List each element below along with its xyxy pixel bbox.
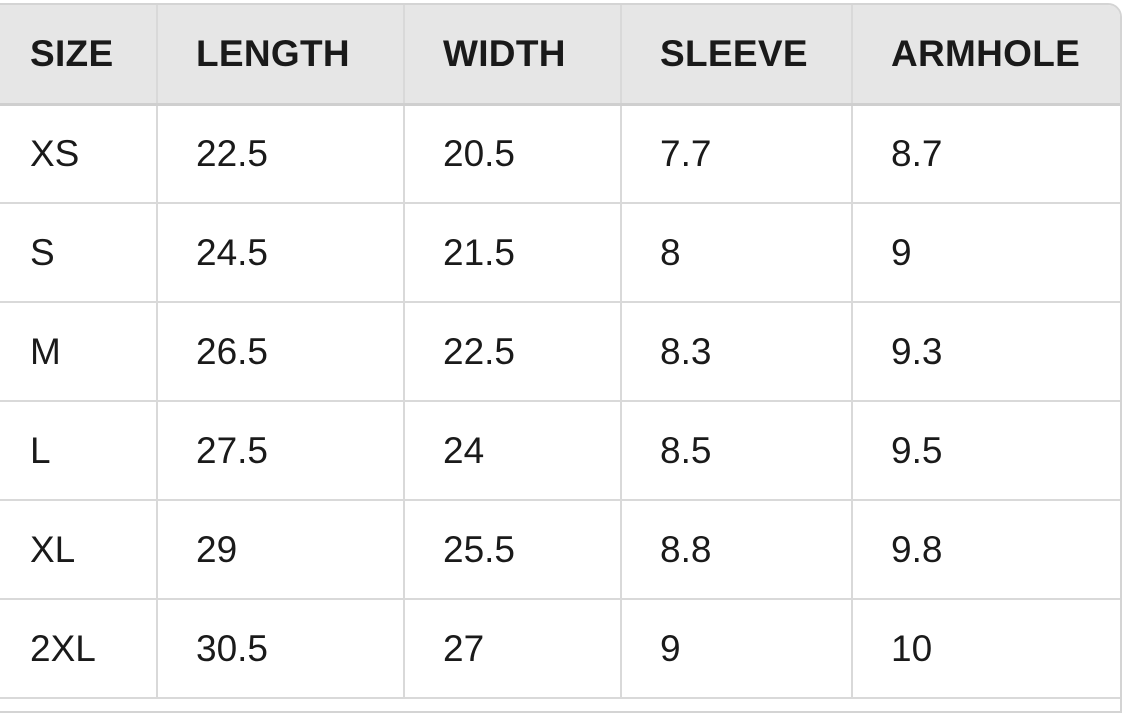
measurement-cell: 9.5	[852, 401, 1120, 501]
measurement-cell: 7.7	[621, 104, 853, 204]
measurement-cell: 9	[852, 203, 1120, 303]
table-row: L 27.5 24 8.5 9.5	[0, 401, 1120, 501]
header-cell: ARMHOLE	[852, 5, 1120, 106]
measurement-cell: 22.5	[404, 302, 622, 402]
measurement-cell: 8.8	[621, 500, 853, 600]
measurement-cell: 8	[621, 203, 853, 303]
table-body: XS 22.5 20.5 7.7 8.7 S 24.5 21.5 8 9 M 26.5 22.5 8.3 9…	[0, 104, 1120, 699]
header-cell: SLEEVE	[621, 5, 853, 106]
measurement-cell: 22.5	[157, 104, 405, 204]
measurement-cell: 9	[621, 599, 853, 699]
table-row: XL 29 25.5 8.8 9.8	[0, 500, 1120, 600]
measurement-cell: 26.5	[157, 302, 405, 402]
table-header: SIZE LENGTH WIDTH SLEEVE ARMHOLE	[0, 5, 1120, 106]
table-row: 2XL 30.5 27 9 10	[0, 599, 1120, 699]
measurement-cell: 8.3	[621, 302, 853, 402]
measurement-cell: 29	[157, 500, 405, 600]
measurement-cell: 9.3	[852, 302, 1120, 402]
measurement-cell: 8.5	[621, 401, 853, 501]
size-cell: XS	[0, 104, 158, 204]
size-cell: S	[0, 203, 158, 303]
measurement-cell: 8.7	[852, 104, 1120, 204]
measurement-cell: 9.8	[852, 500, 1120, 600]
measurement-cell: 27.5	[157, 401, 405, 501]
size-cell: M	[0, 302, 158, 402]
size-cell: L	[0, 401, 158, 501]
header-cell: WIDTH	[404, 5, 622, 106]
measurement-cell: 24	[404, 401, 622, 501]
header-row: SIZE LENGTH WIDTH SLEEVE ARMHOLE	[0, 5, 1120, 106]
measurement-cell: 10	[852, 599, 1120, 699]
table-row: S 24.5 21.5 8 9	[0, 203, 1120, 303]
size-cell: XL	[0, 500, 158, 600]
page: SIZE LENGTH WIDTH SLEEVE ARMHOLE XS 22.5 20.5 7…	[0, 3, 1122, 713]
measurement-cell: 30.5	[157, 599, 405, 699]
table-row: M 26.5 22.5 8.3 9.3	[0, 302, 1120, 402]
header-cell: LENGTH	[157, 5, 405, 106]
measurement-cell: 27	[404, 599, 622, 699]
size-table-container: SIZE LENGTH WIDTH SLEEVE ARMHOLE XS 22.5 20.5 7…	[0, 3, 1122, 713]
measurement-cell: 25.5	[404, 500, 622, 600]
table-row: XS 22.5 20.5 7.7 8.7	[0, 104, 1120, 204]
size-table: SIZE LENGTH WIDTH SLEEVE ARMHOLE XS 22.5 20.5 7…	[0, 5, 1120, 699]
measurement-cell: 21.5	[404, 203, 622, 303]
measurement-cell: 24.5	[157, 203, 405, 303]
measurement-cell: 20.5	[404, 104, 622, 204]
size-cell: 2XL	[0, 599, 158, 699]
header-cell: SIZE	[0, 5, 158, 106]
